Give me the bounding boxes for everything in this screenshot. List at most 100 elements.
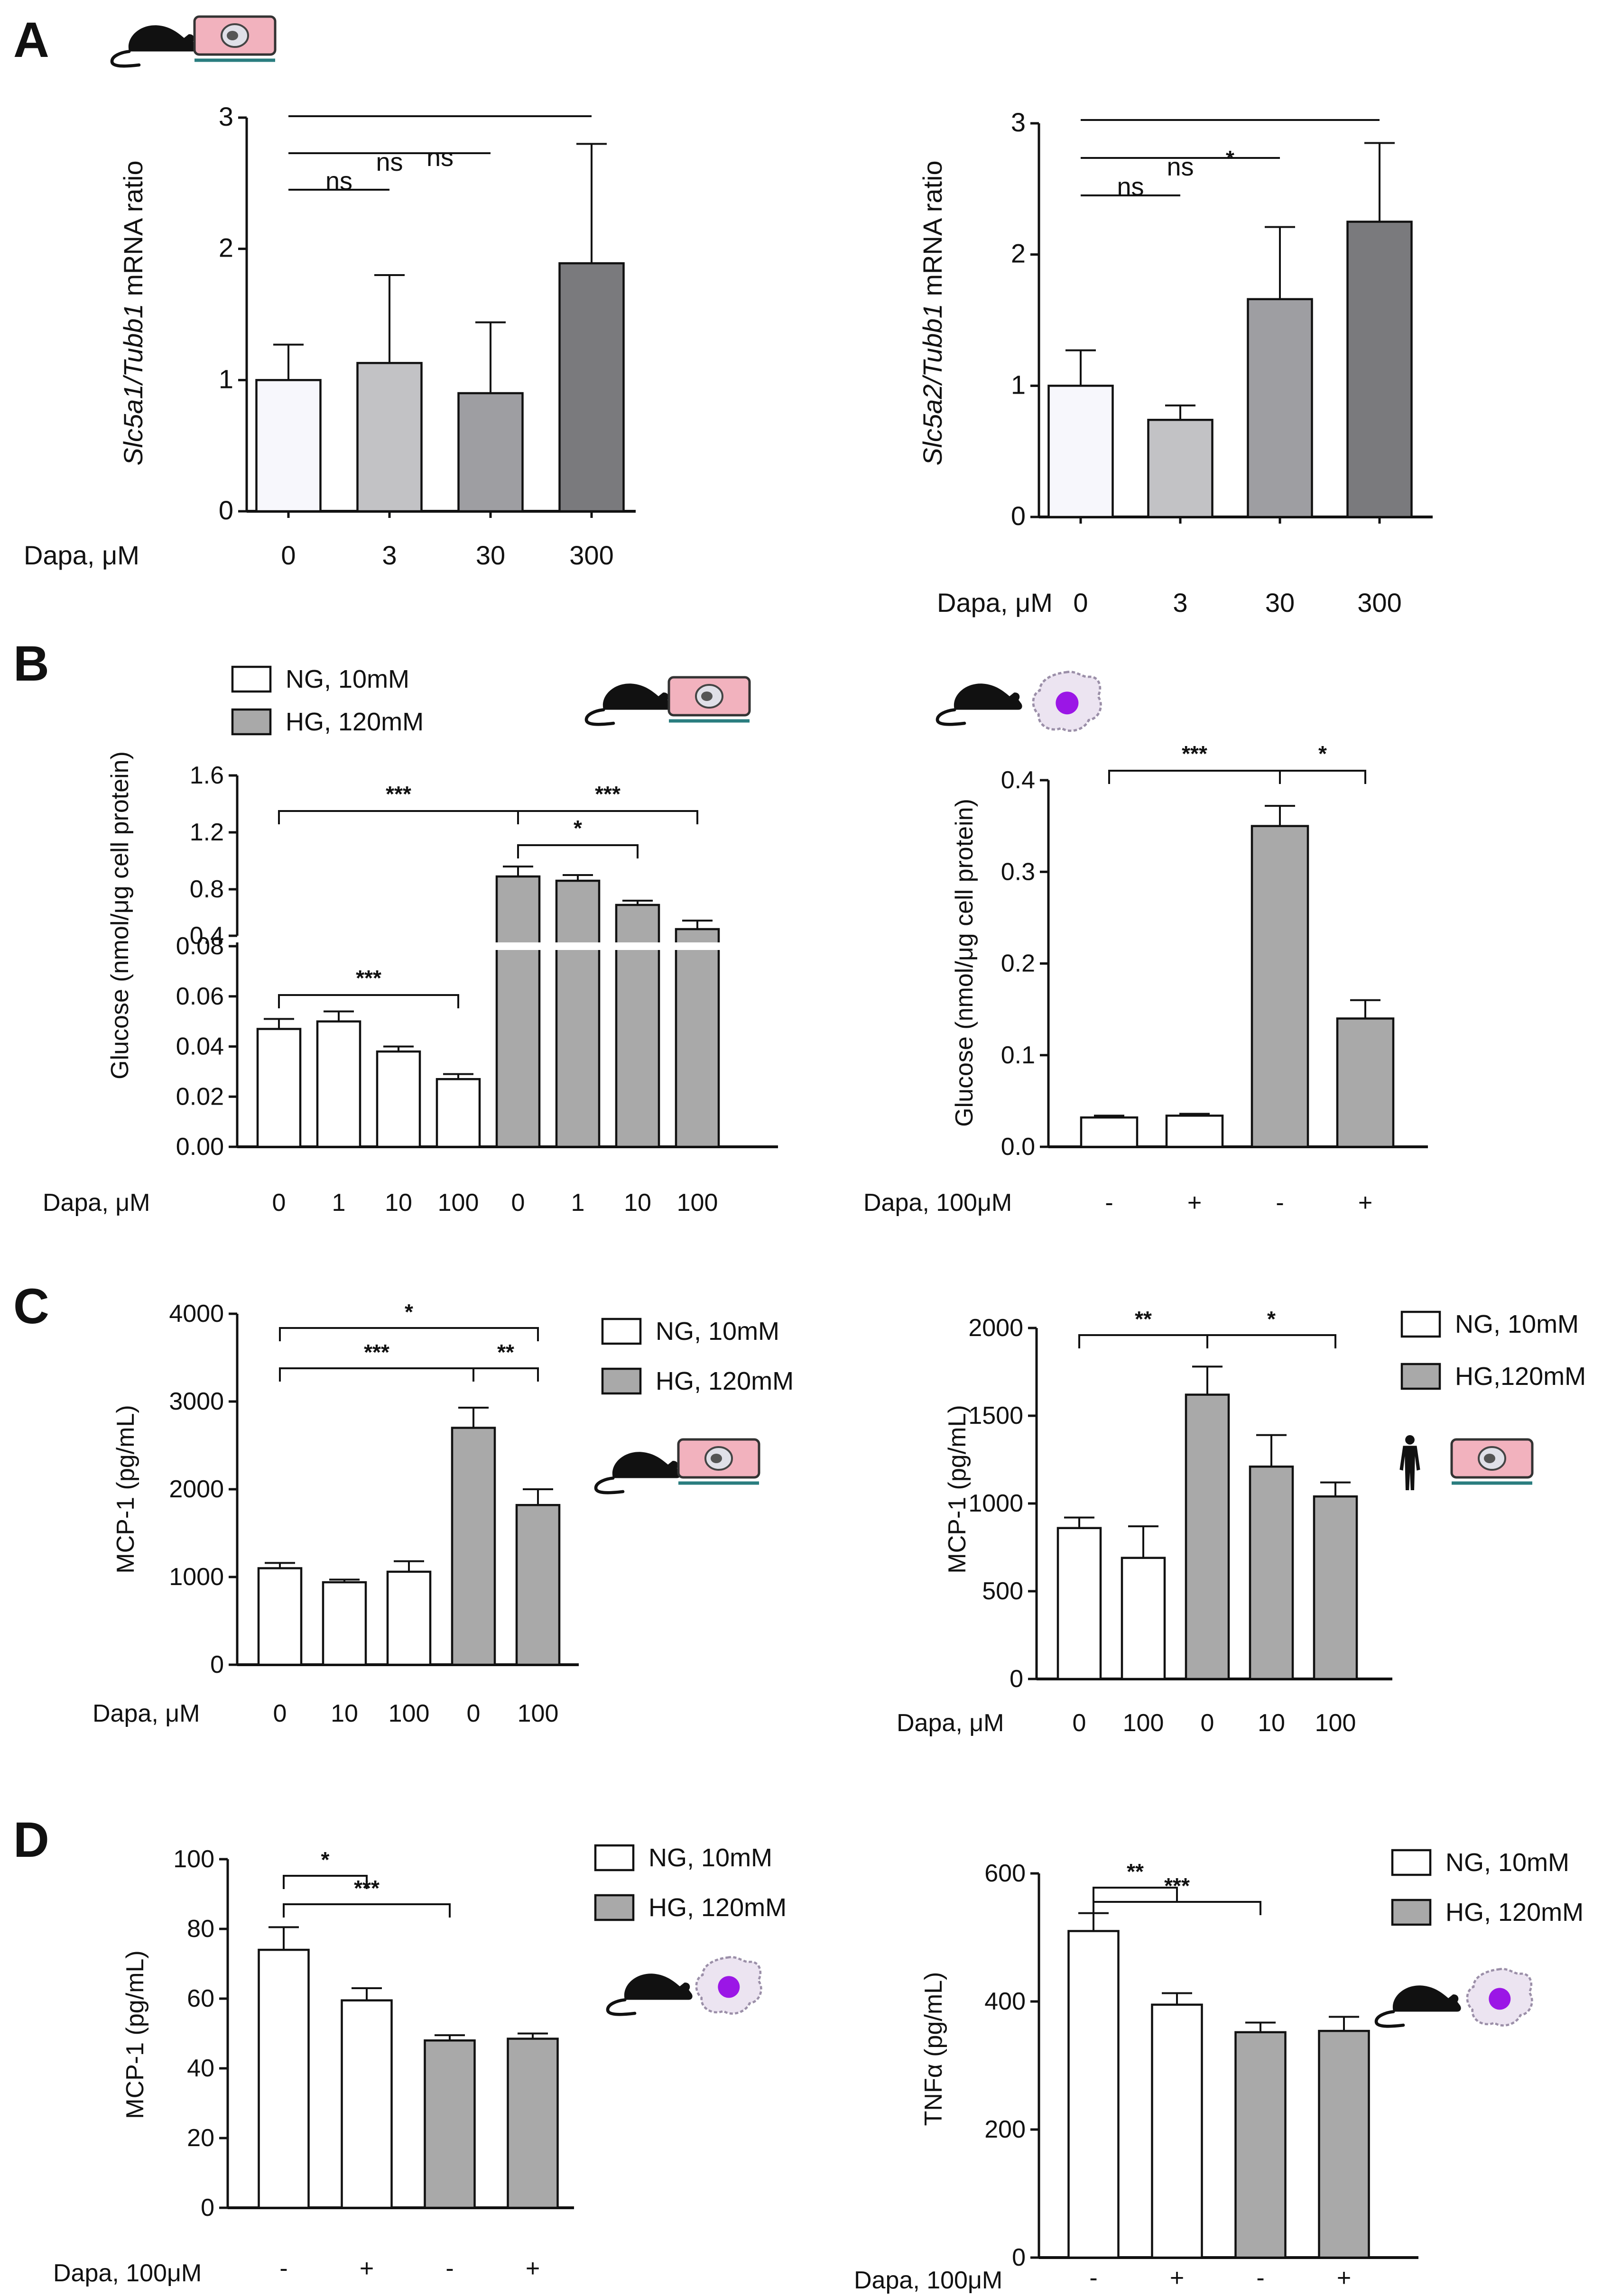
legend-swatch <box>594 1894 635 1921</box>
x-tick-label: - <box>1089 2264 1097 2292</box>
culture-dish-icon <box>667 676 751 723</box>
mouse-icon <box>584 683 671 726</box>
y-tick-label: 100 <box>173 1845 214 1873</box>
panel-letters: A B C D <box>13 12 49 1868</box>
x-tick-label: + <box>360 2255 374 2282</box>
y-tick-label: 4000 <box>169 1300 224 1328</box>
y-tick-label: 0 <box>201 2194 214 2222</box>
x-axis-title: Dapa, μM <box>937 588 1053 618</box>
bar <box>1247 298 1313 518</box>
bar <box>256 1028 302 1148</box>
significance-bracket <box>278 810 519 824</box>
dish-cell-nucleus <box>227 31 238 40</box>
y-tick-label: 0.08 <box>176 932 224 960</box>
x-tick-label: - <box>1256 2264 1264 2292</box>
culture-dish-icon <box>677 1438 760 1485</box>
legend-label: NG, 10mM <box>1445 1848 1569 1877</box>
legend-label: HG, 120mM <box>286 708 424 736</box>
significance-label: * <box>321 1847 330 1872</box>
y-tick-label: 1.6 <box>190 762 224 789</box>
x-tick-label: + <box>526 2255 540 2282</box>
bar <box>507 2038 559 2209</box>
bar <box>451 1427 496 1666</box>
x-tick-label: - <box>445 2255 454 2282</box>
bar <box>1250 825 1309 1148</box>
significance-label: * <box>1318 741 1327 766</box>
bar <box>316 1020 361 1148</box>
bar <box>1121 1557 1166 1680</box>
significance-label: *** <box>386 782 411 806</box>
chart-a2: 0 1 2 3 Slc5a2/Tubb1 mRNA ratio Dapa, μM 0 3 30 3… <box>917 107 1433 618</box>
bar <box>1165 1115 1224 1148</box>
bar <box>1318 2029 1370 2259</box>
significance-label: *** <box>595 782 621 806</box>
significance-label: ns <box>1167 153 1194 181</box>
bar <box>356 362 423 513</box>
y-tick-label: 20 <box>187 2124 214 2152</box>
bar <box>1147 419 1213 518</box>
y-tick-label: 2000 <box>968 1314 1023 1342</box>
x-tick-label: 100 <box>438 1189 479 1217</box>
y-axis-label-gene: Slc5a1/Tubb1 <box>118 304 148 465</box>
y-tick-label: 2000 <box>169 1475 224 1503</box>
y-axis-label: MCP-1 (pg/mL) <box>121 1950 149 2119</box>
dish-cell-nucleus <box>701 692 713 701</box>
significance-bracket <box>283 1875 368 1889</box>
dish-cell-nucleus <box>1484 1454 1495 1463</box>
x-tick-label: 300 <box>1357 588 1401 618</box>
y-tick-label: 1 <box>1011 369 1026 399</box>
significance-bracket <box>1108 770 1281 784</box>
mouse-body <box>602 683 671 710</box>
y-tick-label: 0.3 <box>1001 858 1035 885</box>
x-tick-label: - <box>279 2255 287 2282</box>
bar <box>257 1567 303 1666</box>
y-tick-label: 2 <box>219 233 233 263</box>
y-tick-label: 1.2 <box>190 819 224 846</box>
significance-label: * <box>1267 1307 1276 1331</box>
y-tick-label: 3000 <box>169 1388 224 1415</box>
bar <box>258 1948 310 2209</box>
mouse-tail <box>110 50 141 68</box>
chart-b1: 0.00 0.02 0.04 0.06 0.080.4 0.8 1.2 1.6 Glucose … <box>43 665 780 1217</box>
significance-label: *** <box>1164 1873 1190 1898</box>
significance-label: *** <box>356 966 381 990</box>
x-tick-label: 0 <box>272 1189 286 1217</box>
bar <box>1313 1495 1358 1680</box>
y-axis-label: Glucose (nmol/μg cell protein) <box>951 799 978 1127</box>
x-tick-label: 100 <box>1315 1709 1356 1737</box>
x-tick-label: + <box>1187 1189 1202 1217</box>
y-tick-label: 0.04 <box>176 1033 224 1060</box>
y-tick-label: 0.4 <box>190 922 224 950</box>
bar <box>555 879 601 1148</box>
x-axis-title: Dapa, 100μM <box>863 1189 1012 1217</box>
mouse-body <box>624 1973 693 2000</box>
legend-label: NG, 10mM <box>1455 1310 1579 1338</box>
y-tick-label: 1000 <box>968 1490 1023 1517</box>
mouse-tail <box>594 1476 625 1494</box>
bar <box>515 1504 561 1666</box>
legend-swatch <box>231 708 272 736</box>
mouse-body <box>128 25 197 52</box>
bar <box>558 262 625 513</box>
axis-break-gap <box>239 942 780 950</box>
bar <box>1056 1527 1102 1680</box>
x-tick-label: 10 <box>1258 1709 1285 1737</box>
culture-dish-icon <box>1450 1438 1534 1485</box>
significance-bracket <box>283 1903 451 1918</box>
macrophage-icon <box>1466 1968 1533 2027</box>
mouse-icon <box>594 1452 681 1494</box>
bar <box>1047 385 1114 518</box>
mouse-body <box>612 1452 681 1478</box>
legend-swatch <box>231 665 272 693</box>
x-tick-label: + <box>1337 2264 1351 2292</box>
y-axis-label: MCP-1 (pg/mL) <box>112 1405 139 1573</box>
significance-label: ** <box>497 1340 514 1365</box>
bar <box>675 928 720 1148</box>
y-tick-label: 0.02 <box>176 1083 224 1110</box>
bar <box>255 379 322 513</box>
human-body <box>1399 1446 1420 1490</box>
y-tick-label: 1000 <box>169 1563 224 1591</box>
y-tick-label: 0.2 <box>1001 950 1035 977</box>
